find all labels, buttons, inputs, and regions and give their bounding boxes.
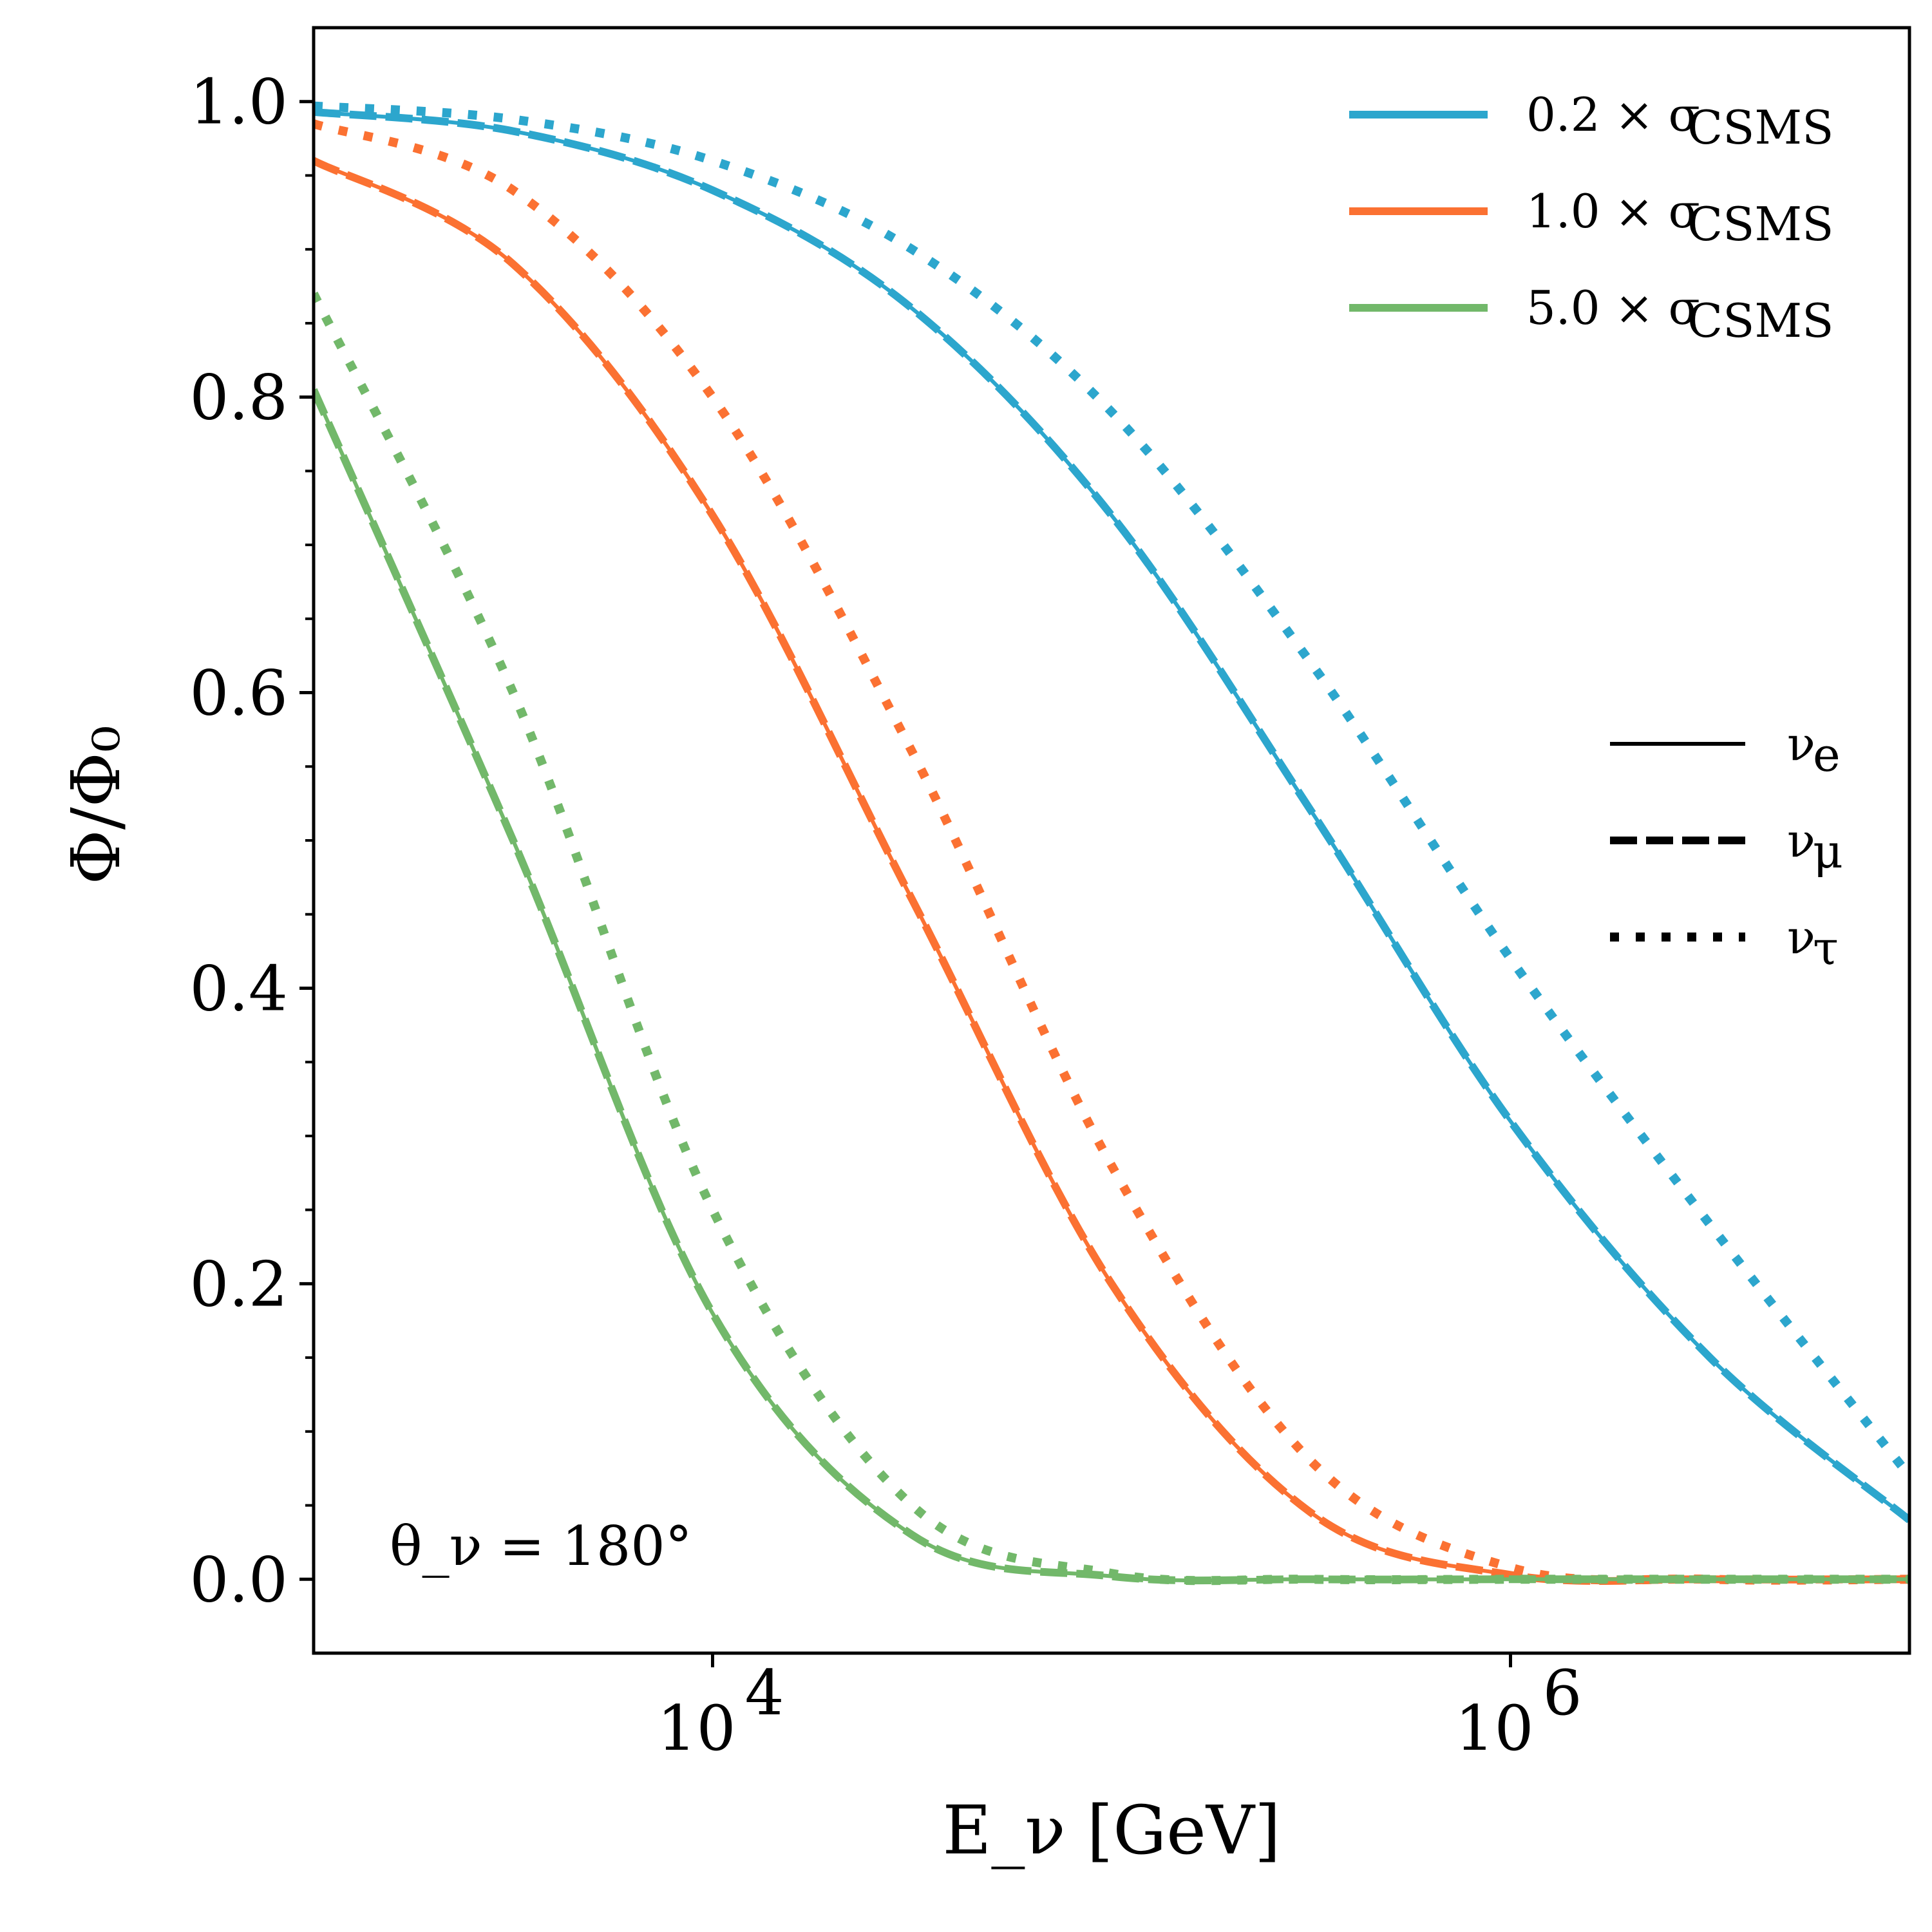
x-tick-label: 10 [1455, 1692, 1533, 1765]
legend-style-sub: μ [1813, 824, 1843, 878]
legend-color-label: 0.2 × σ [1526, 88, 1700, 142]
y-tick-label: 0.6 [189, 658, 288, 730]
y-tick-label: 0.2 [189, 1248, 288, 1320]
legend-color-sub: CSMS [1687, 100, 1833, 155]
legend-style-sub: τ [1813, 921, 1839, 975]
x-tick-label: 10 [657, 1692, 735, 1765]
legend-color-label: 1.0 × σ [1526, 184, 1700, 238]
x-axis-title: E_ν [GeV] [942, 1791, 1280, 1870]
legend-color-sub: CSMS [1687, 197, 1833, 251]
x-tick-exponent: 6 [1543, 1657, 1582, 1729]
legend-style-label: ν [1787, 717, 1815, 771]
y-tick-label: 0.8 [189, 362, 288, 434]
y-tick-label: 1.0 [189, 66, 288, 138]
legend-style-sub: e [1813, 728, 1841, 782]
legend-color-label: 5.0 × σ [1526, 281, 1700, 335]
y-tick-label: 0.0 [189, 1544, 288, 1616]
ticks-group: 0.00.20.40.60.81.010 4 10 6 [189, 66, 1582, 1765]
y-axis-title: Φ/Φ₀ [57, 725, 135, 884]
legend-style-label: ν [1787, 910, 1815, 964]
angle-annotation: θ_ν = 180° [390, 1515, 692, 1578]
plot-frame [312, 26, 1911, 1655]
legend-color-sub: CSMS [1687, 294, 1833, 348]
x-tick-exponent: 4 [745, 1657, 784, 1729]
legend-style-label: ν [1787, 813, 1815, 867]
y-tick-label: 0.4 [189, 952, 288, 1025]
